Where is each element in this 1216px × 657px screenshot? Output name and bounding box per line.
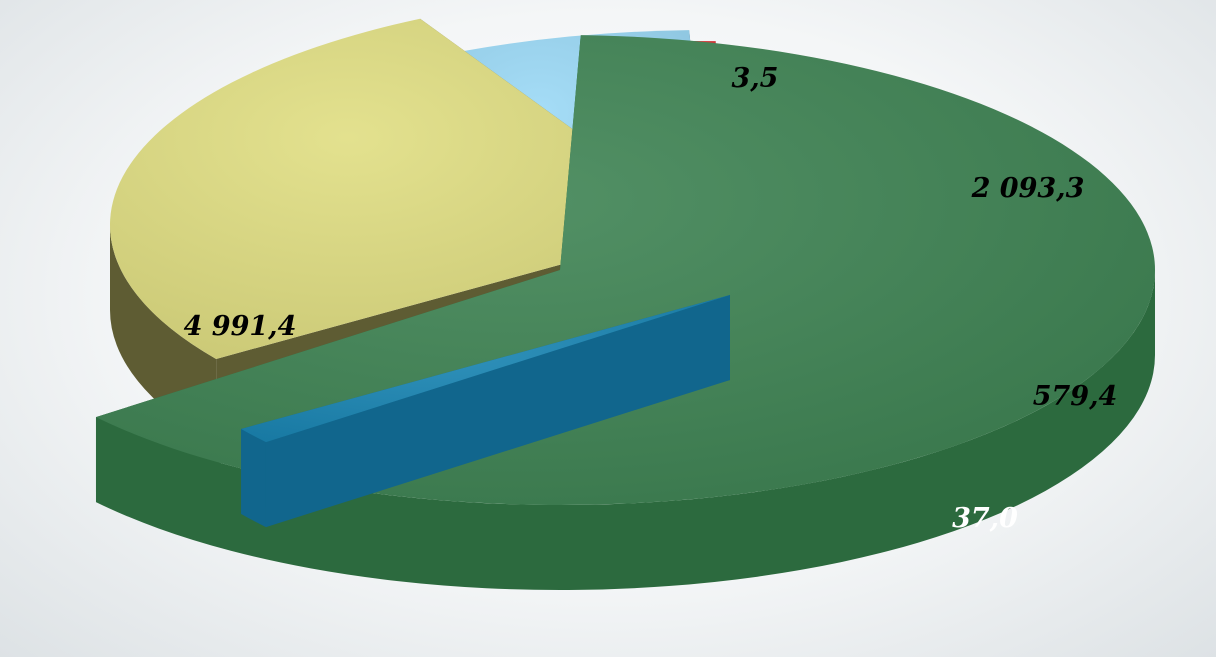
pie-slice-label-2: 2 093,3 — [971, 173, 1085, 204]
pie-slice-shine-2 — [109, 18, 705, 359]
pie-slice-side-0 — [95, 270, 1155, 590]
pie-slice-label-4: 37,0 — [952, 503, 1018, 534]
pie-slice-label-1: 3,5 — [732, 63, 779, 94]
pie-slice-side-1 — [241, 428, 266, 528]
pie-slice-1 — [241, 295, 731, 528]
pie-slice-label-0: 4 991,4 — [184, 311, 297, 342]
pie-slice-shine-1 — [241, 295, 731, 443]
pie-slice-0 — [95, 35, 1156, 590]
pie-slice-wall-1-0 — [265, 295, 730, 528]
pie-slice-label-3: 579,4 — [1033, 381, 1118, 412]
pie-slice-shine-0 — [95, 35, 1156, 505]
